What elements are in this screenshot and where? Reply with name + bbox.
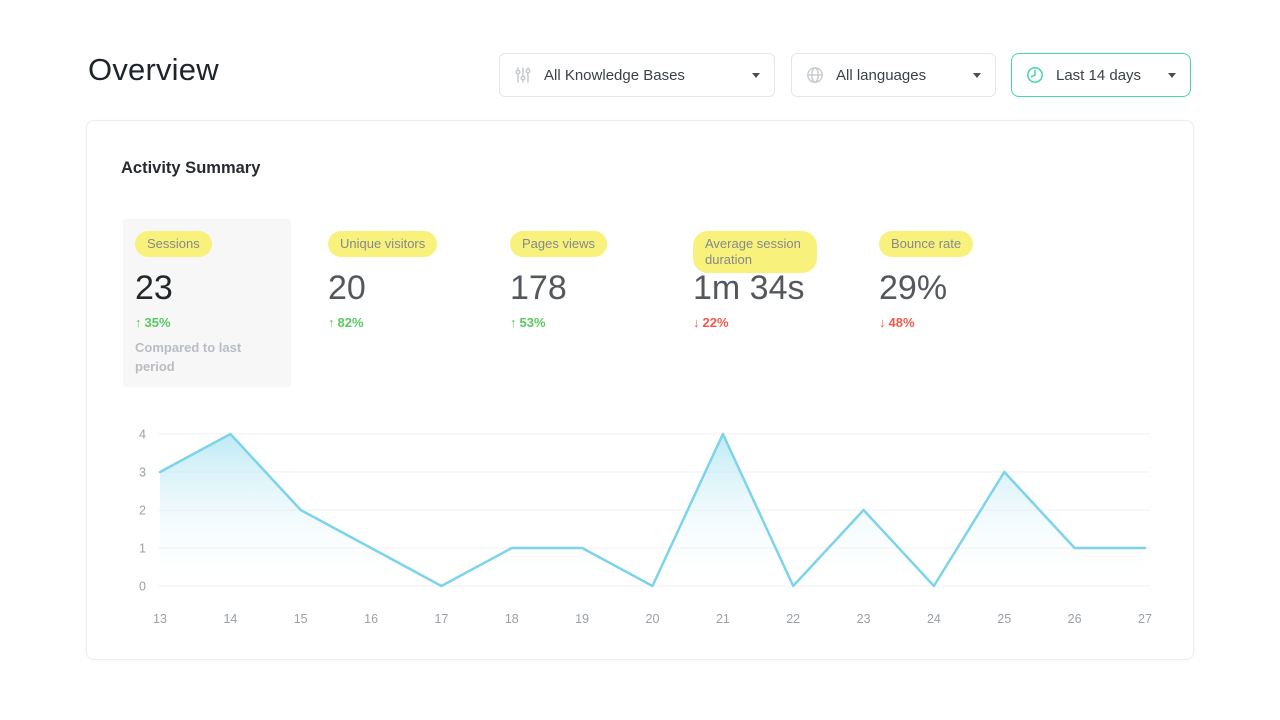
trend-down-icon: ↓ xyxy=(693,315,700,330)
metric-delta: ↓ 22% xyxy=(693,315,729,330)
chevron-down-icon xyxy=(752,72,760,78)
metric-value: 178 xyxy=(510,269,567,307)
chevron-down-icon xyxy=(1168,72,1176,78)
metric-value: 29% xyxy=(879,269,948,307)
svg-text:2: 2 xyxy=(139,504,146,518)
metric-bounce-rate[interactable]: Bounce rate 29% ↓ 48% xyxy=(867,219,1037,387)
svg-text:19: 19 xyxy=(575,612,589,626)
svg-text:0: 0 xyxy=(139,580,146,594)
page-title: Overview xyxy=(88,52,219,87)
svg-text:3: 3 xyxy=(139,466,146,480)
date-range-label: Last 14 days xyxy=(1056,66,1142,84)
metric-note: Compared to last period xyxy=(135,340,242,374)
svg-text:4: 4 xyxy=(139,428,146,442)
svg-text:26: 26 xyxy=(1068,612,1082,626)
svg-text:25: 25 xyxy=(997,612,1011,626)
metric-label: Average session duration xyxy=(693,231,817,273)
metric-label: Sessions xyxy=(135,231,212,257)
svg-text:23: 23 xyxy=(857,612,871,626)
metric-label: Bounce rate xyxy=(879,231,974,257)
knowledge-bases-select[interactable]: All Knowledge Bases xyxy=(499,53,775,97)
svg-text:18: 18 xyxy=(505,612,519,626)
date-range-select[interactable]: Last 14 days xyxy=(1011,53,1191,97)
svg-text:15: 15 xyxy=(294,612,308,626)
activity-chart: 0 1 2 3 4 13 14 15 16 17 18 19 20 21 22 23 24 25 26 27 xyxy=(100,411,1182,646)
svg-text:16: 16 xyxy=(364,612,378,626)
languages-label: All languages xyxy=(836,66,927,84)
svg-text:17: 17 xyxy=(434,612,448,626)
svg-text:13: 13 xyxy=(153,612,167,626)
metric-sessions[interactable]: Sessions 23 ↑ 35% Compared to last period xyxy=(123,219,291,387)
trend-up-icon: ↑ xyxy=(510,315,517,330)
metric-label: Pages views xyxy=(510,231,607,257)
metric-pages-views[interactable]: Pages views 178 ↑ 53% xyxy=(498,219,668,387)
svg-text:20: 20 xyxy=(646,612,660,626)
trend-up-icon: ↑ xyxy=(328,315,335,330)
metric-label: Unique visitors xyxy=(328,231,438,257)
svg-text:22: 22 xyxy=(786,612,800,626)
svg-text:27: 27 xyxy=(1138,612,1152,626)
metric-avg-session-duration[interactable]: Average session duration 1m 34s ↓ 22% xyxy=(681,219,851,387)
metric-value: 23 xyxy=(135,269,173,307)
trend-down-icon: ↓ xyxy=(879,315,886,330)
metric-value: 1m 34s xyxy=(693,269,805,307)
metric-value: 20 xyxy=(328,269,366,307)
metric-delta: ↑ 53% xyxy=(510,315,546,330)
languages-select[interactable]: All languages xyxy=(791,53,996,97)
globe-icon xyxy=(806,66,824,84)
chevron-down-icon xyxy=(973,72,981,78)
trend-up-icon: ↑ xyxy=(135,315,142,330)
svg-text:14: 14 xyxy=(223,612,237,626)
metric-delta: ↓ 48% xyxy=(879,315,915,330)
activity-summary-card: Activity Summary Sessions 23 ↑ 35% Compar… xyxy=(86,120,1194,660)
svg-text:1: 1 xyxy=(139,542,146,556)
sliders-icon xyxy=(514,66,532,84)
section-title: Activity Summary xyxy=(121,159,261,177)
svg-text:21: 21 xyxy=(716,612,730,626)
metric-unique-visitors[interactable]: Unique visitors 20 ↑ 82% xyxy=(316,219,486,387)
svg-text:24: 24 xyxy=(927,612,941,626)
knowledge-bases-label: All Knowledge Bases xyxy=(544,66,685,84)
clock-icon xyxy=(1026,66,1044,84)
metric-delta: ↑ 35% xyxy=(135,315,171,330)
metric-delta: ↑ 82% xyxy=(328,315,364,330)
